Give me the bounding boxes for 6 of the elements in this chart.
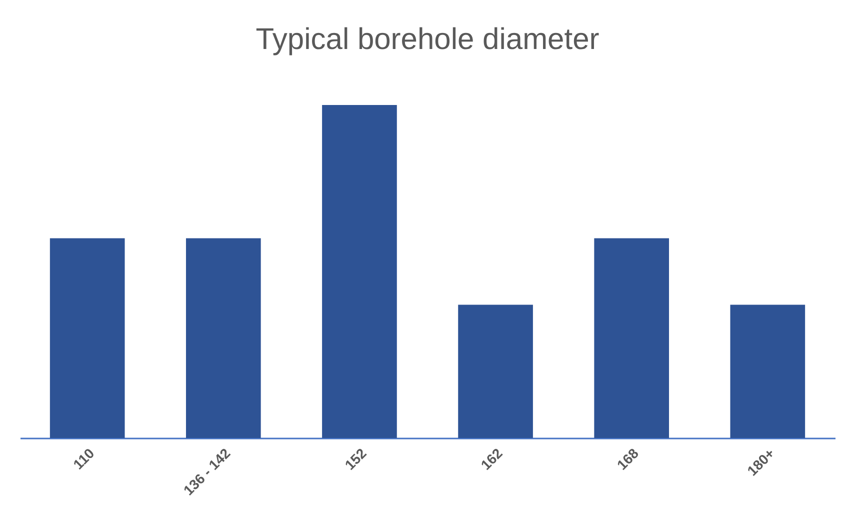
- x-tick-label: 168: [614, 444, 642, 473]
- x-tick-label: 162: [478, 444, 506, 473]
- chart-title: Typical borehole diameter: [256, 23, 600, 56]
- x-tick-label: 136 - 142: [180, 444, 234, 498]
- x-tick-label: 110: [70, 444, 98, 472]
- x-tick-label: 152: [342, 444, 370, 473]
